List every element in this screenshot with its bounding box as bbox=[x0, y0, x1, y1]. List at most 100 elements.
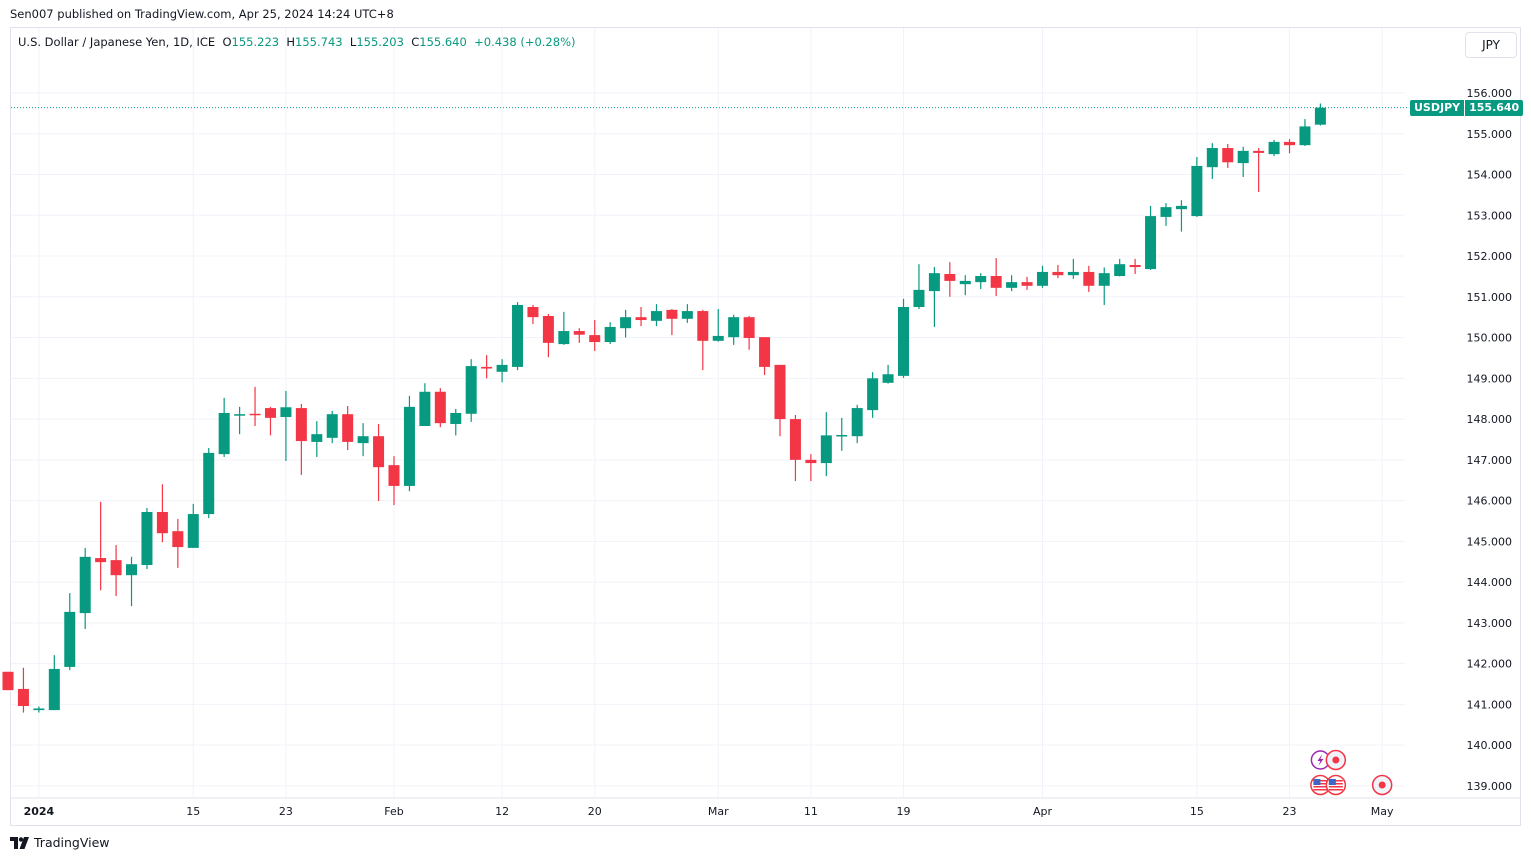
candle bbox=[1098, 267, 1110, 305]
tradingview-logo[interactable]: TradingView bbox=[10, 835, 110, 850]
candle-body bbox=[944, 273, 956, 281]
candle bbox=[1191, 156, 1203, 217]
time-tick-label: 12 bbox=[495, 805, 509, 818]
candle-body bbox=[1206, 148, 1218, 168]
candle-body bbox=[743, 317, 755, 338]
candle bbox=[1129, 258, 1141, 274]
us-flag-event-icon bbox=[1325, 774, 1347, 796]
candle-body bbox=[156, 512, 168, 534]
flag-stripe bbox=[1313, 789, 1328, 791]
candle bbox=[820, 412, 832, 477]
event-dot bbox=[1332, 756, 1340, 764]
candle-body bbox=[975, 276, 987, 283]
price-tick-label: 149.000 bbox=[1467, 372, 1513, 385]
candle-body bbox=[1145, 216, 1157, 270]
candle-body bbox=[959, 280, 971, 285]
candle bbox=[141, 507, 153, 570]
event-markers bbox=[1310, 749, 1393, 796]
candle-body bbox=[1160, 207, 1172, 217]
candle bbox=[928, 267, 940, 327]
candle bbox=[882, 364, 894, 384]
candle bbox=[650, 304, 662, 327]
candle-body bbox=[1006, 282, 1018, 288]
candle-body bbox=[1052, 271, 1064, 276]
candle bbox=[1052, 265, 1064, 279]
candle bbox=[419, 383, 431, 427]
candle-body bbox=[388, 465, 400, 486]
price-tick-label: 152.000 bbox=[1467, 250, 1513, 263]
candle-body bbox=[311, 434, 323, 442]
candle-body bbox=[1314, 107, 1326, 125]
candle bbox=[635, 306, 647, 327]
time-tick-label: 23 bbox=[1283, 805, 1297, 818]
candle-body bbox=[1114, 264, 1126, 277]
candle bbox=[110, 545, 122, 596]
candle bbox=[496, 359, 508, 383]
price-tick-label: 154.000 bbox=[1467, 169, 1513, 182]
low-label: L bbox=[349, 35, 357, 49]
candle bbox=[1222, 143, 1234, 168]
time-tick-label: 20 bbox=[588, 805, 602, 818]
candle-body bbox=[126, 564, 138, 576]
candle bbox=[2, 671, 14, 691]
candle bbox=[156, 484, 168, 543]
candle-body bbox=[1191, 165, 1203, 217]
candle bbox=[218, 397, 230, 457]
candle-body bbox=[280, 407, 292, 418]
candle-body bbox=[666, 309, 678, 319]
low-value: 155.203 bbox=[356, 35, 404, 49]
currency-button[interactable]: JPY bbox=[1465, 32, 1517, 58]
price-tick-label: 153.000 bbox=[1467, 209, 1513, 222]
candle-body bbox=[774, 364, 786, 420]
candle bbox=[542, 313, 554, 358]
candle bbox=[620, 309, 632, 338]
candle-body bbox=[172, 531, 184, 548]
price-tick-label: 146.000 bbox=[1467, 495, 1513, 508]
candle bbox=[1268, 139, 1280, 157]
price-tick-label: 148.000 bbox=[1467, 413, 1513, 426]
candle-body bbox=[558, 331, 570, 345]
candle-body bbox=[187, 514, 199, 548]
candle-body bbox=[573, 331, 585, 335]
time-tick-label: 11 bbox=[804, 805, 818, 818]
lightning-glyph bbox=[1317, 754, 1324, 766]
candle-body bbox=[898, 306, 910, 376]
candle bbox=[249, 386, 261, 427]
candle bbox=[573, 328, 585, 343]
candle bbox=[1114, 258, 1126, 277]
candle bbox=[666, 309, 678, 336]
candle bbox=[79, 547, 91, 629]
flag-stripe bbox=[1313, 786, 1328, 788]
candle bbox=[1299, 119, 1311, 146]
candle bbox=[1145, 205, 1157, 270]
candle bbox=[990, 258, 1002, 296]
open-value: 155.223 bbox=[231, 35, 280, 49]
candle-body bbox=[357, 436, 369, 444]
candle bbox=[851, 404, 863, 444]
candle bbox=[1006, 275, 1018, 292]
candle-body bbox=[434, 391, 446, 424]
candle-body bbox=[203, 452, 215, 515]
candle bbox=[959, 275, 971, 296]
candle-body bbox=[403, 406, 415, 486]
candle-body bbox=[1299, 126, 1311, 146]
close-value: 155.640 bbox=[419, 35, 467, 49]
candle-body bbox=[1284, 141, 1296, 146]
candle-body bbox=[990, 276, 1002, 288]
candle-body bbox=[1036, 271, 1048, 286]
candle bbox=[805, 454, 817, 482]
candle-body bbox=[95, 558, 107, 563]
candle-body bbox=[712, 335, 724, 341]
candle-body bbox=[342, 414, 354, 442]
last-price-tag: USDJPY 155.640 bbox=[1410, 99, 1524, 116]
candle-body bbox=[604, 326, 616, 343]
candle-body bbox=[928, 273, 940, 292]
candle-body bbox=[681, 311, 693, 319]
dot-event-icon bbox=[1325, 749, 1347, 771]
symbol-legend: U.S. Dollar / Japanese Yen, 1D, ICE O155… bbox=[18, 35, 575, 49]
us-flag-event-icon bbox=[1310, 774, 1331, 796]
candle-body bbox=[697, 311, 709, 341]
candle bbox=[1237, 146, 1249, 177]
candle-body bbox=[913, 289, 925, 307]
